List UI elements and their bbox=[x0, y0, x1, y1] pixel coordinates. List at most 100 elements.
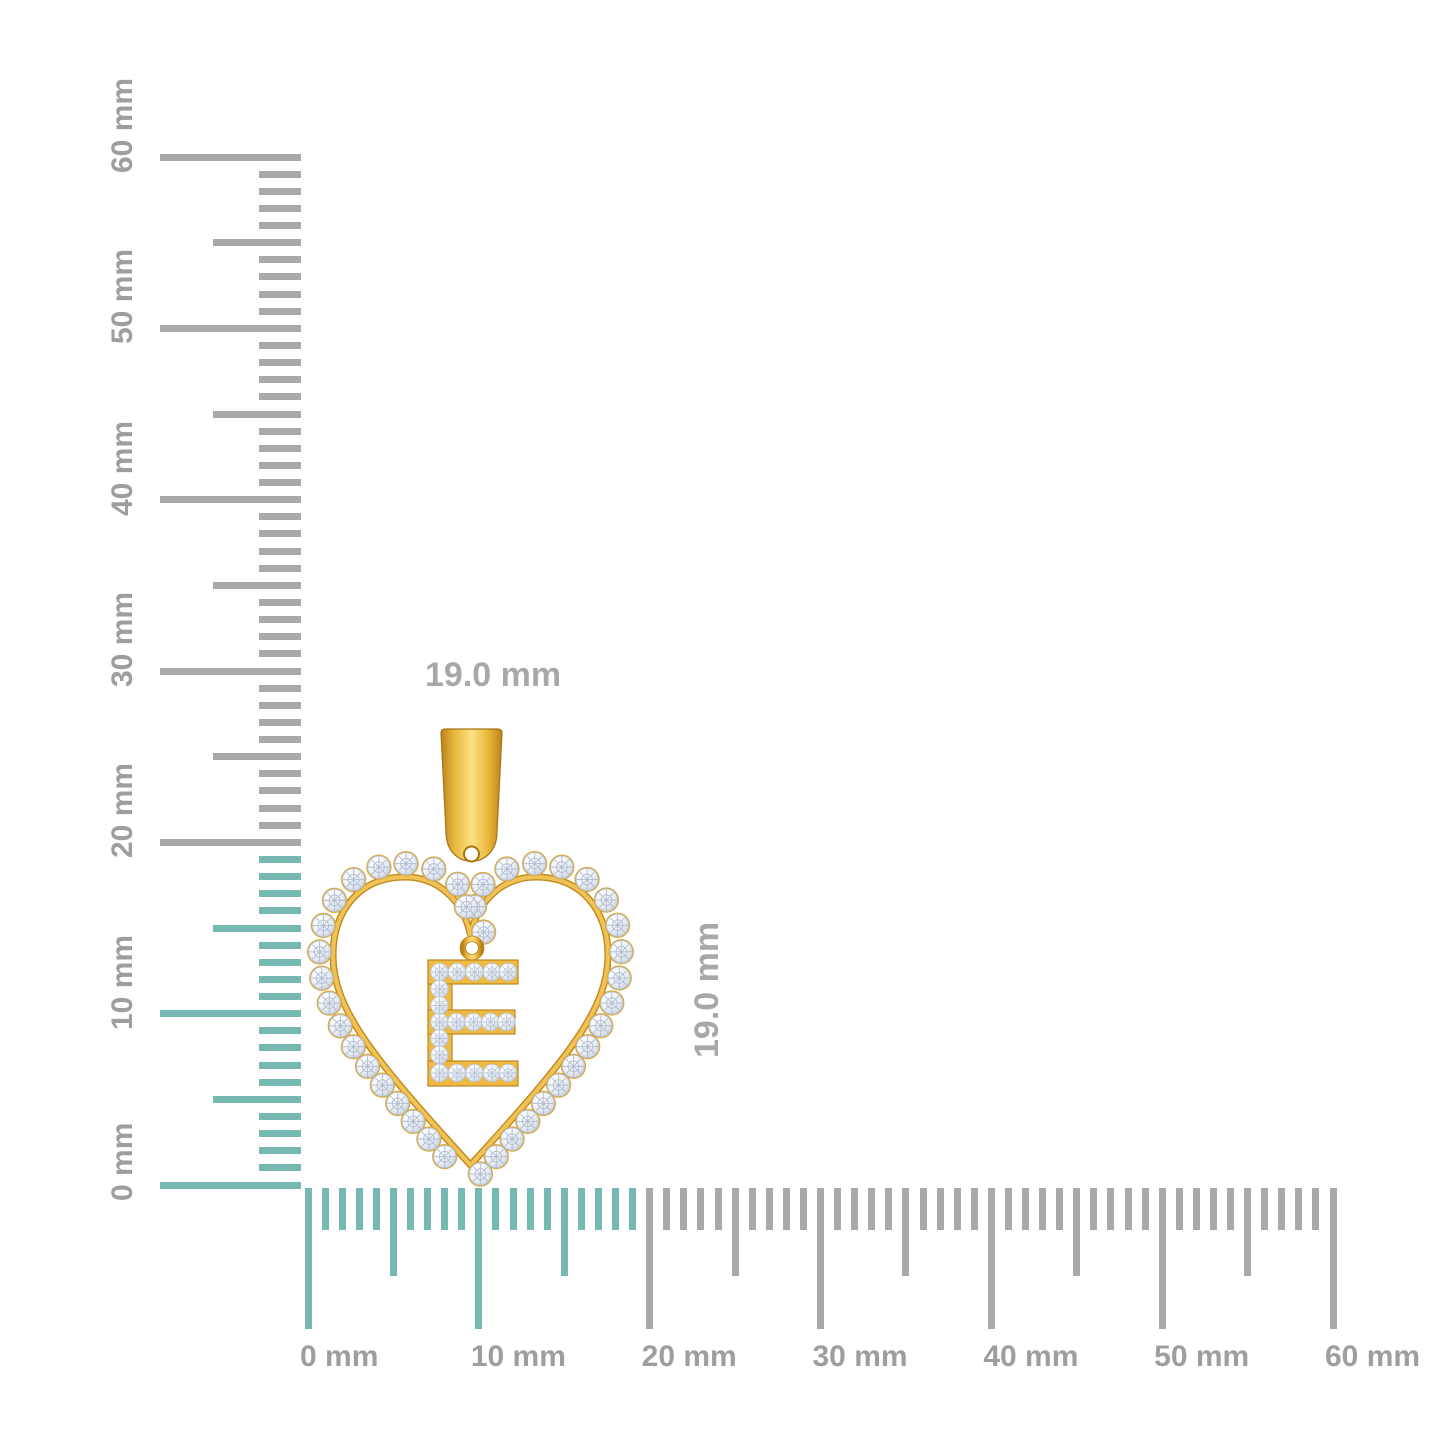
horizontal-ruler-tick bbox=[885, 1188, 893, 1230]
horizontal-ruler-tick bbox=[304, 1188, 312, 1329]
horizontal-ruler-tick bbox=[1090, 1188, 1098, 1230]
vertical-ruler-tick bbox=[259, 427, 301, 435]
horizontal-ruler-tick bbox=[765, 1188, 773, 1230]
vertical-ruler-label: 50 mm bbox=[106, 249, 139, 345]
horizontal-ruler-tick bbox=[612, 1188, 619, 1230]
horizontal-ruler-tick bbox=[799, 1188, 807, 1230]
horizontal-ruler-tick bbox=[543, 1188, 551, 1230]
horizontal-ruler-tick bbox=[372, 1188, 380, 1230]
horizontal-ruler-tick bbox=[1227, 1188, 1234, 1230]
vertical-ruler-tick bbox=[259, 393, 301, 401]
vertical-ruler-tick bbox=[259, 907, 301, 915]
horizontal-ruler-tick bbox=[1107, 1188, 1115, 1230]
horizontal-ruler-tick bbox=[1039, 1188, 1047, 1230]
vertical-ruler-tick bbox=[259, 855, 301, 863]
horizontal-ruler-tick bbox=[748, 1188, 756, 1230]
vertical-ruler-tick bbox=[259, 1061, 301, 1069]
vertical-ruler-tick bbox=[259, 1112, 301, 1120]
vertical-ruler-tick bbox=[160, 667, 301, 675]
vertical-ruler-tick bbox=[259, 1164, 301, 1172]
horizontal-ruler-tick bbox=[817, 1188, 824, 1329]
horizontal-ruler-tick bbox=[1312, 1188, 1320, 1230]
vertical-ruler-label: 40 mm bbox=[106, 420, 139, 516]
horizontal-ruler-tick bbox=[1141, 1188, 1149, 1230]
vertical-ruler-tick bbox=[259, 307, 301, 315]
vertical-ruler-tick bbox=[259, 444, 301, 452]
vertical-ruler-tick bbox=[160, 838, 301, 846]
horizontal-ruler-tick bbox=[1158, 1188, 1166, 1329]
vertical-ruler-tick bbox=[259, 975, 301, 983]
vertical-ruler-tick bbox=[213, 239, 301, 247]
horizontal-ruler-label: 0 mm bbox=[300, 1340, 379, 1373]
vertical-ruler-label: 10 mm bbox=[106, 934, 139, 1030]
horizontal-ruler-tick bbox=[441, 1188, 449, 1230]
horizontal-ruler-label: 50 mm bbox=[1154, 1340, 1250, 1373]
vertical-ruler-tick bbox=[213, 1095, 301, 1103]
horizontal-ruler-tick bbox=[577, 1188, 585, 1230]
horizontal-ruler-label: 10 mm bbox=[470, 1340, 566, 1373]
vertical-ruler-tick bbox=[259, 1147, 301, 1155]
horizontal-ruler-tick bbox=[851, 1188, 859, 1230]
vertical-ruler-tick bbox=[259, 598, 301, 606]
heart-initial-pendant bbox=[306, 728, 635, 1187]
vertical-ruler-label: 30 mm bbox=[106, 591, 139, 687]
vertical-ruler-tick bbox=[259, 341, 301, 349]
vertical-ruler-tick bbox=[259, 941, 301, 949]
vertical-ruler-tick bbox=[259, 170, 301, 178]
bail-hole bbox=[463, 845, 480, 863]
horizontal-ruler-tick bbox=[509, 1188, 517, 1230]
horizontal-ruler-tick bbox=[338, 1188, 346, 1230]
horizontal-ruler-tick bbox=[1124, 1188, 1132, 1230]
horizontal-ruler-tick bbox=[1244, 1188, 1252, 1276]
vertical-ruler-tick bbox=[259, 804, 301, 812]
horizontal-ruler-tick bbox=[953, 1188, 961, 1230]
horizontal-ruler-tick bbox=[663, 1188, 671, 1230]
vertical-ruler-tick bbox=[259, 1130, 301, 1138]
vertical-ruler-tick bbox=[259, 547, 301, 555]
horizontal-ruler-tick bbox=[1073, 1188, 1081, 1276]
vertical-ruler-tick bbox=[259, 222, 301, 230]
vertical-ruler-tick bbox=[160, 324, 301, 332]
horizontal-ruler-tick bbox=[1295, 1188, 1303, 1230]
horizontal-ruler-tick bbox=[919, 1188, 927, 1230]
horizontal-ruler-tick bbox=[902, 1188, 910, 1276]
vertical-ruler-tick bbox=[213, 924, 301, 932]
pendant-height-dimension-label: 19.0 mm bbox=[688, 921, 726, 1058]
horizontal-ruler-tick bbox=[355, 1188, 363, 1230]
jump-ring-inner-edge bbox=[465, 941, 479, 955]
initial-letter bbox=[427, 959, 519, 1087]
horizontal-ruler-tick bbox=[782, 1188, 790, 1230]
vertical-ruler-tick bbox=[259, 770, 301, 778]
vertical-ruler-tick bbox=[259, 1027, 301, 1035]
vertical-ruler-tick bbox=[259, 513, 301, 521]
horizontal-ruler-label: 20 mm bbox=[641, 1340, 737, 1373]
vertical-ruler-tick bbox=[259, 736, 301, 744]
horizontal-ruler-label: 30 mm bbox=[812, 1340, 908, 1373]
vertical-ruler-tick bbox=[259, 873, 301, 881]
pendant-bail bbox=[440, 728, 503, 862]
horizontal-ruler-tick bbox=[321, 1188, 329, 1230]
vertical-ruler-tick bbox=[259, 633, 301, 641]
vertical-ruler-tick bbox=[259, 564, 301, 572]
vertical-ruler-tick bbox=[259, 993, 301, 1001]
vertical-ruler-tick bbox=[259, 256, 301, 264]
horizontal-ruler-tick bbox=[492, 1188, 500, 1230]
horizontal-ruler-tick bbox=[629, 1188, 637, 1230]
vertical-ruler-tick bbox=[259, 787, 301, 795]
horizontal-ruler-tick bbox=[1175, 1188, 1183, 1230]
pendant-width-dimension-label: 19.0 mm bbox=[425, 656, 562, 694]
vertical-ruler-tick bbox=[213, 581, 301, 589]
horizontal-ruler-tick bbox=[714, 1188, 722, 1230]
heart-outline-wire-inner bbox=[330, 874, 611, 1169]
vertical-ruler-tick bbox=[259, 290, 301, 298]
horizontal-ruler-tick bbox=[731, 1188, 739, 1276]
horizontal-ruler-tick bbox=[987, 1188, 995, 1329]
vertical-ruler-tick bbox=[259, 376, 301, 384]
vertical-ruler-tick bbox=[259, 718, 301, 726]
horizontal-ruler-label: 60 mm bbox=[1325, 1340, 1421, 1373]
horizontal-ruler-tick bbox=[389, 1188, 397, 1276]
vertical-ruler-label: 60 mm bbox=[106, 77, 139, 173]
horizontal-ruler-tick bbox=[936, 1188, 944, 1230]
vertical-ruler-tick bbox=[213, 410, 301, 418]
